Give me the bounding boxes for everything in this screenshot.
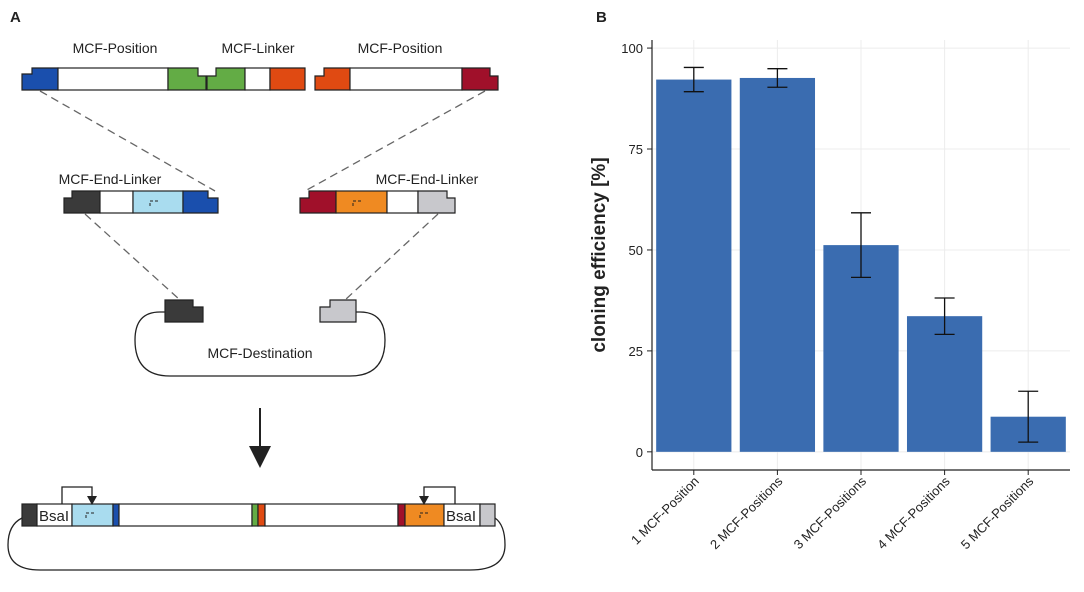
part-label: MCF-End-Linker — [59, 171, 162, 187]
y-tick-label: 75 — [629, 142, 643, 157]
site-label: BsaI — [39, 508, 69, 525]
part — [264, 503, 399, 527]
promoter-sign — [419, 512, 428, 518]
overhang — [206, 67, 246, 91]
overhang — [299, 190, 337, 214]
overhang — [182, 190, 219, 214]
part-label: MCF-Position — [358, 40, 443, 56]
x-tick-label: 2 MCF-Positions — [707, 473, 786, 552]
site-label: BsaI — [446, 508, 476, 525]
part — [99, 190, 134, 214]
promoter — [335, 190, 388, 214]
overhang — [417, 190, 456, 214]
part — [244, 67, 271, 91]
part — [257, 503, 266, 527]
overhang — [314, 67, 351, 91]
promoter-sign — [85, 512, 94, 518]
overhang — [461, 67, 499, 91]
error-bar — [767, 68, 788, 88]
panel-label: B — [596, 9, 607, 26]
overhang — [21, 67, 59, 91]
part-label: MCF-Position — [73, 40, 158, 56]
y-tick-label: 0 — [636, 445, 643, 460]
part — [397, 503, 406, 527]
arrow-head — [249, 446, 271, 468]
plasmid — [134, 311, 386, 377]
overhang — [167, 67, 207, 91]
connector — [84, 213, 181, 301]
y-axis-label: cloning efficiency [%] — [589, 157, 610, 352]
promoter — [404, 503, 445, 527]
x-tick-label: 4 MCF-Positions — [874, 473, 953, 552]
promoter-sign — [352, 200, 361, 206]
y-tick-label: 50 — [629, 243, 643, 258]
error-bar — [934, 297, 955, 335]
panel-label: A — [10, 9, 21, 26]
part — [479, 503, 496, 527]
error-bar — [851, 212, 871, 279]
bar — [906, 316, 983, 452]
arrow-head — [419, 496, 429, 505]
transcription-arrow — [423, 486, 456, 504]
y-tick-label: 100 — [621, 41, 643, 56]
promoter-sign — [149, 200, 158, 206]
part — [118, 503, 253, 527]
part — [349, 67, 463, 91]
x-tick-label: 3 MCF-Positions — [791, 473, 870, 552]
y-tick-label: 25 — [629, 344, 643, 359]
part-label: MCF-Linker — [221, 40, 294, 56]
overhang — [164, 299, 204, 323]
part — [57, 67, 169, 91]
error-bar — [1018, 390, 1039, 443]
part — [21, 503, 38, 527]
promoter — [132, 190, 184, 214]
connector — [304, 90, 486, 192]
bar — [656, 79, 732, 452]
part-label: MCF-End-Linker — [376, 171, 479, 187]
promoter — [71, 503, 114, 527]
x-tick-label: 1 MCF-Position — [628, 474, 702, 548]
overhang — [269, 67, 306, 91]
overhang — [319, 299, 357, 323]
bar — [739, 77, 816, 452]
diagram: MCF-Position MCF-Linker MCF-Position MCF… — [7, 40, 506, 571]
plasmid — [7, 517, 506, 571]
part — [112, 503, 120, 527]
part — [251, 503, 259, 527]
part — [386, 190, 419, 214]
error-bar — [683, 66, 704, 93]
connector — [344, 213, 439, 301]
connector — [39, 90, 216, 192]
overhang — [63, 190, 101, 214]
arrow-head — [87, 496, 97, 505]
bar — [823, 245, 899, 452]
transcription-arrow — [61, 486, 93, 504]
x-tick-label: 5 MCF-Positions — [958, 473, 1037, 552]
destination-label: MCF-Destination — [207, 345, 312, 361]
